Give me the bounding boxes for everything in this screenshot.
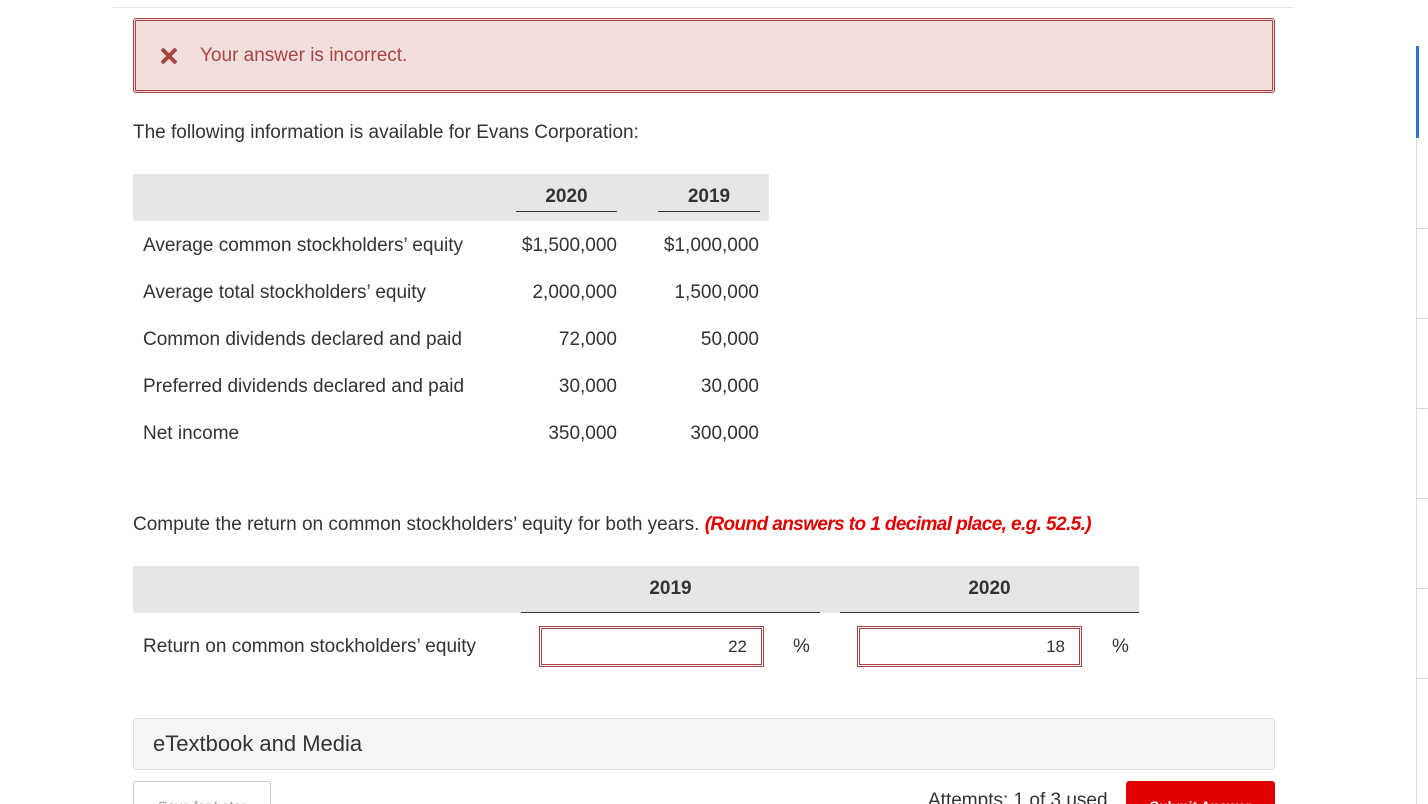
right-rail-divider bbox=[1416, 498, 1428, 499]
column-header-2020: 2020 bbox=[545, 186, 588, 207]
value-2020: 350,000 bbox=[548, 423, 617, 444]
info-table-header: 2020 2019 bbox=[133, 174, 769, 221]
row-label: Average total stockholders’ equity bbox=[143, 282, 427, 303]
right-rail-divider bbox=[1416, 228, 1428, 229]
right-rail-active-indicator bbox=[1416, 46, 1419, 138]
answer-table-header: 2019 2020 bbox=[133, 566, 1139, 613]
right-rail-divider bbox=[1416, 588, 1428, 589]
submit-answer-button[interactable]: Submit Answer bbox=[1126, 781, 1275, 804]
row-label: Common dividends declared and paid bbox=[143, 329, 462, 350]
percent-unit-2020: % bbox=[1112, 636, 1129, 657]
table-row: Average common stockholders’ equity $1,5… bbox=[133, 235, 769, 265]
roe-2019-input[interactable] bbox=[539, 626, 764, 667]
column-underline bbox=[521, 612, 820, 613]
value-2020: $1,500,000 bbox=[521, 235, 617, 256]
value-2019: 300,000 bbox=[690, 423, 759, 444]
right-rail-divider bbox=[1416, 318, 1428, 319]
right-rail-border bbox=[1416, 46, 1417, 804]
row-label: Preferred dividends declared and paid bbox=[143, 376, 465, 397]
etextbook-media-link[interactable]: eTextbook and Media bbox=[133, 718, 1275, 770]
row-label: Average common stockholders’ equity bbox=[143, 235, 463, 256]
table-row: Average total stockholders’ equity 2,000… bbox=[133, 282, 769, 312]
table-row: Net income 350,000 300,000 bbox=[133, 423, 769, 453]
question-text: Compute the return on common stockholder… bbox=[133, 514, 700, 535]
alert-message: Your answer is incorrect. bbox=[200, 44, 408, 66]
value-2019: 30,000 bbox=[700, 376, 759, 397]
value-2019: 1,500,000 bbox=[674, 282, 759, 303]
right-rail-divider bbox=[1416, 408, 1428, 409]
value-2019: 50,000 bbox=[700, 329, 759, 350]
close-icon bbox=[158, 45, 180, 67]
problem-intro: The following information is available f… bbox=[133, 122, 639, 143]
column-underline bbox=[840, 612, 1139, 613]
value-2019: $1,000,000 bbox=[663, 235, 759, 256]
info-table: 2020 2019 Average common stockholders’ e… bbox=[133, 174, 769, 444]
roe-2020-input[interactable] bbox=[857, 626, 1082, 667]
incorrect-answer-alert: Your answer is incorrect. bbox=[133, 18, 1275, 93]
answer-row-label: Return on common stockholders’ equity bbox=[143, 636, 477, 657]
value-2020: 72,000 bbox=[558, 329, 617, 350]
answer-column-header-2019: 2019 bbox=[649, 578, 692, 599]
top-divider bbox=[113, 7, 1294, 8]
answer-column-header-2020: 2020 bbox=[968, 578, 1011, 599]
column-header-2019: 2019 bbox=[687, 186, 731, 207]
table-row: Preferred dividends declared and paid 30… bbox=[133, 376, 769, 406]
question-prompt: Compute the return on common stockholder… bbox=[133, 514, 1092, 536]
column-underline bbox=[658, 211, 760, 212]
value-2020: 30,000 bbox=[558, 376, 617, 397]
row-label: Net income bbox=[143, 423, 240, 444]
value-2020: 2,000,000 bbox=[532, 282, 617, 303]
table-row: Common dividends declared and paid 72,00… bbox=[133, 329, 769, 359]
column-underline bbox=[516, 211, 617, 212]
save-for-later-button[interactable]: Save for Later bbox=[133, 781, 271, 804]
attempts-counter: Attempts: 1 of 3 used bbox=[928, 790, 1108, 804]
percent-unit-2019: % bbox=[793, 636, 810, 657]
right-rail-divider bbox=[1416, 678, 1428, 679]
rounding-hint: (Round answers to 1 decimal place, e.g. … bbox=[704, 514, 1092, 535]
